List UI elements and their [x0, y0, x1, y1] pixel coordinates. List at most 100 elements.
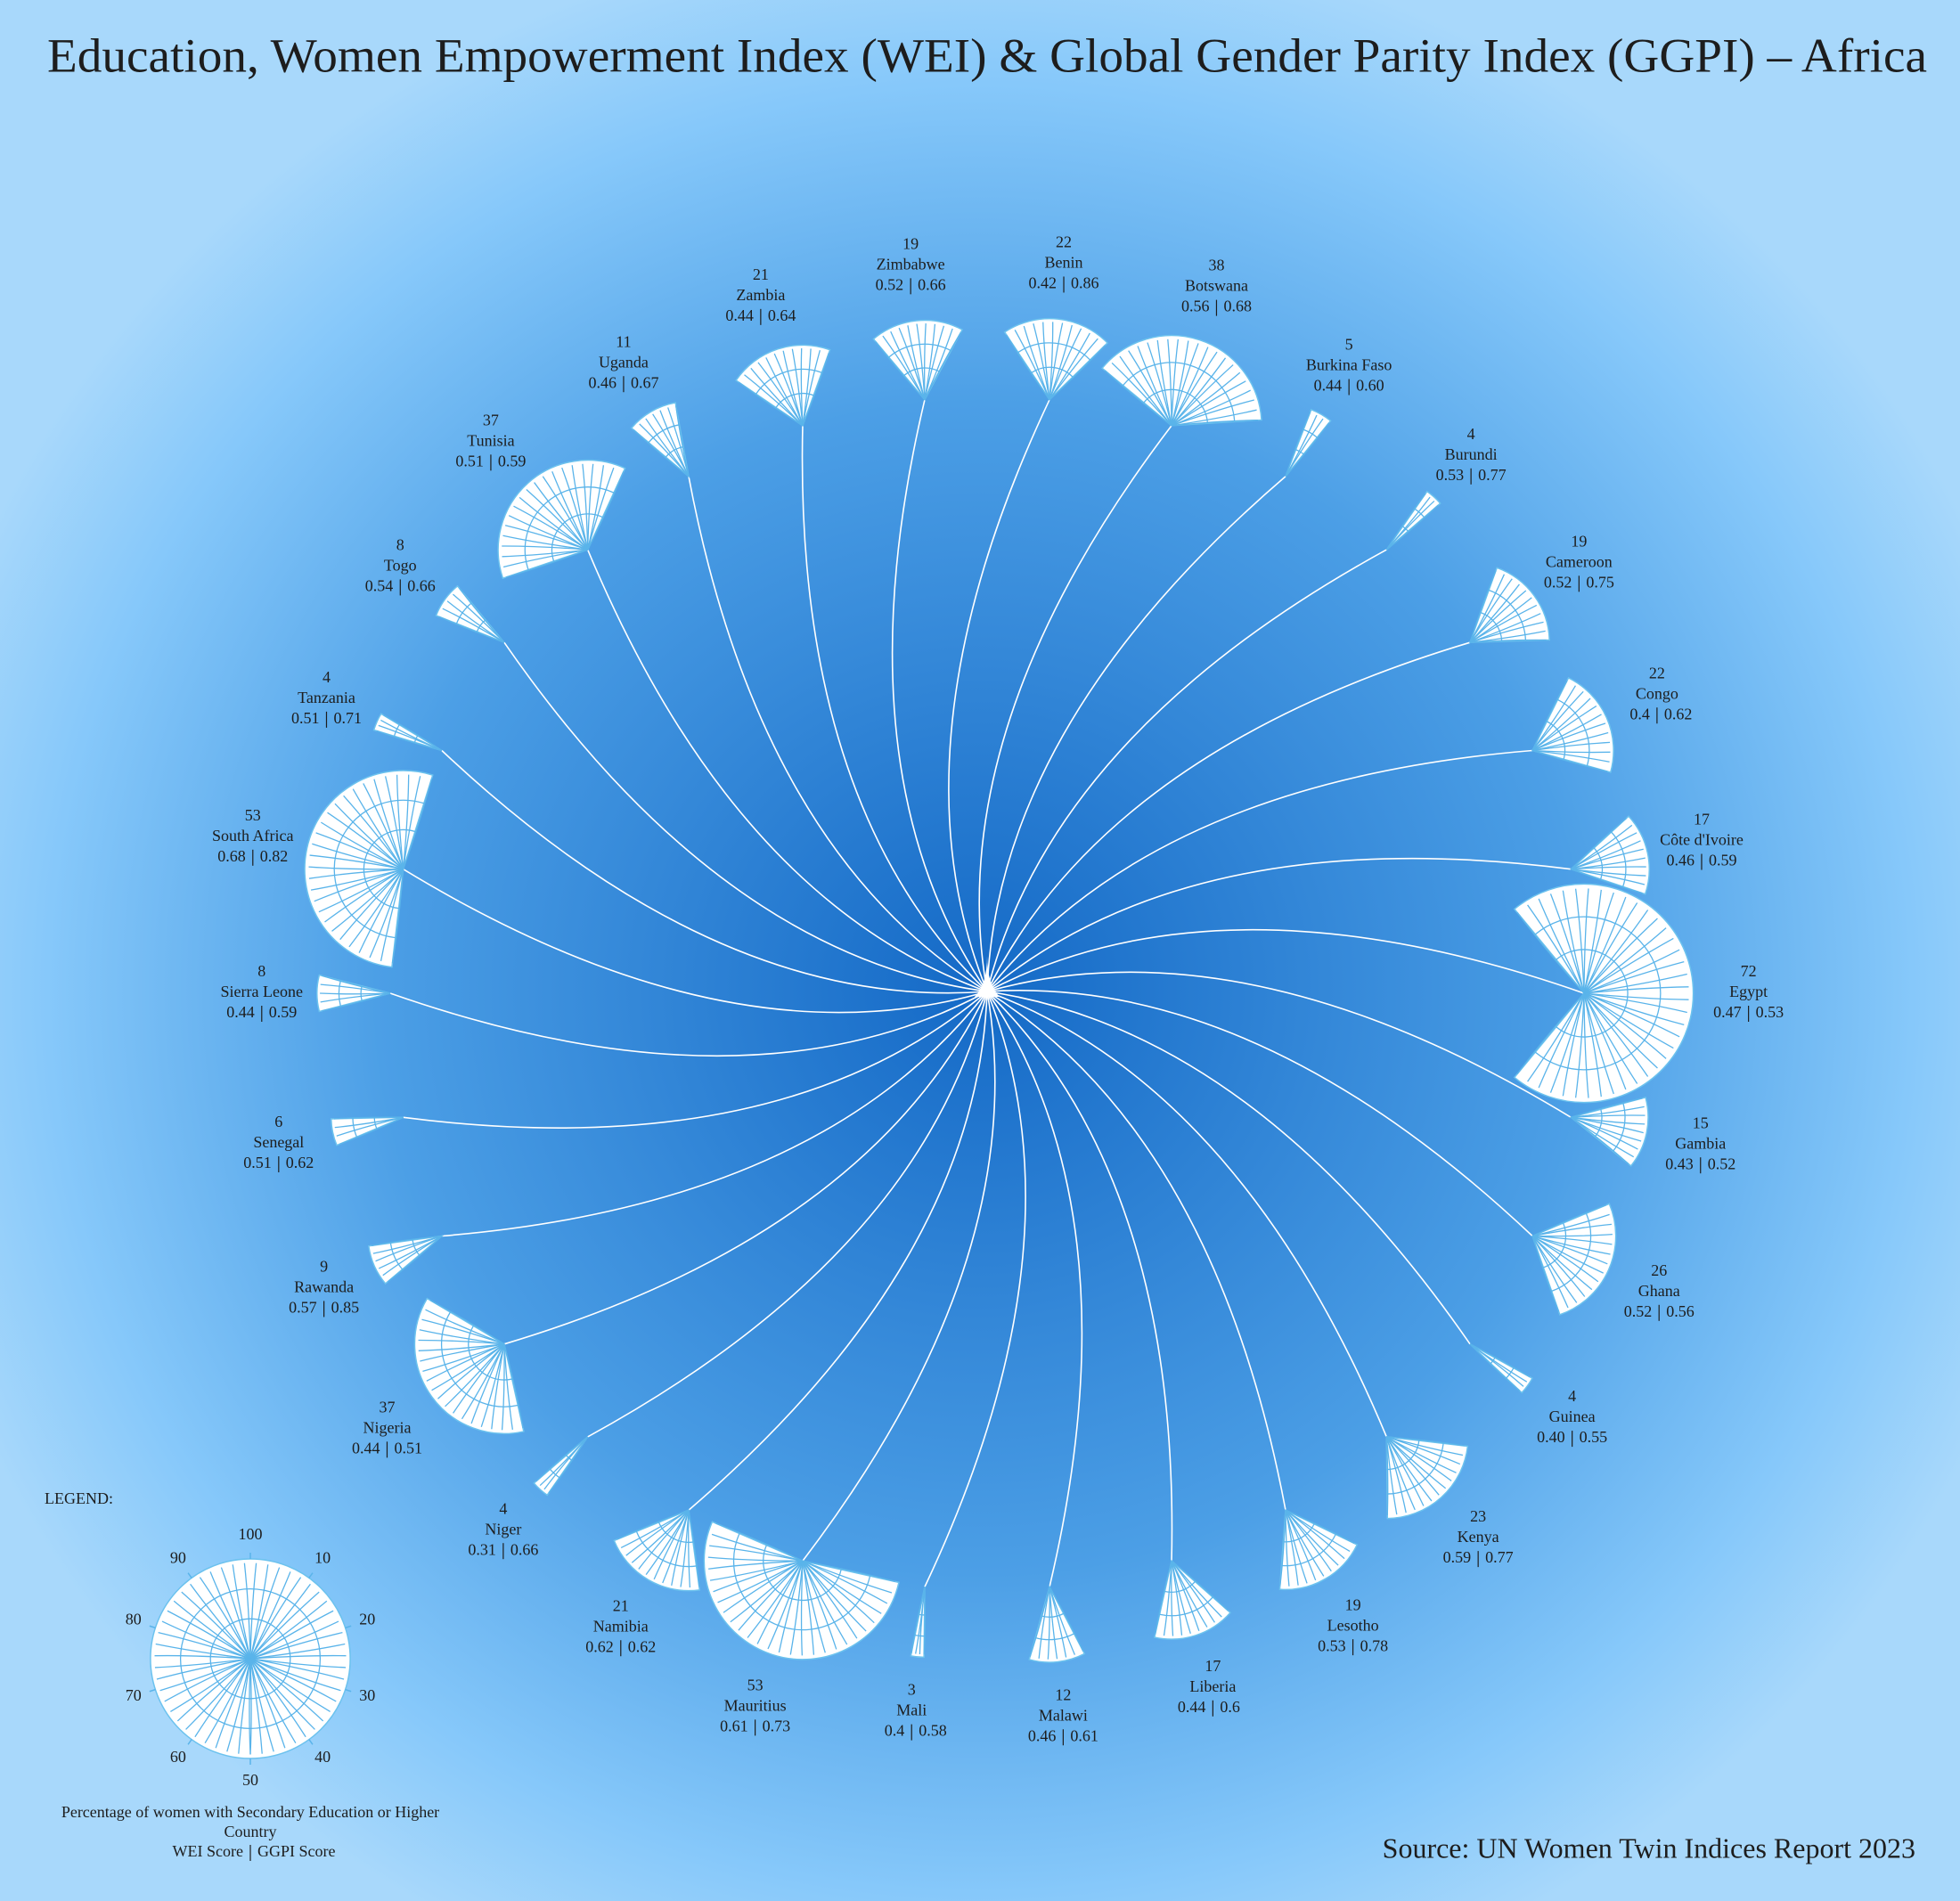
- fan-texture: [159, 1658, 251, 1692]
- value-label: 53: [747, 1677, 764, 1694]
- ggpi-label: 0.55: [1580, 1428, 1608, 1446]
- fan-texture: [383, 714, 443, 752]
- fan-texture: [1583, 960, 1685, 994]
- fan-texture: [802, 1560, 888, 1604]
- fan-texture: [802, 1560, 867, 1632]
- fan-texture: [1527, 904, 1585, 994]
- fan-texture: [675, 405, 690, 477]
- legend-tick-label: 30: [359, 1686, 375, 1704]
- legend-tick: [149, 1688, 156, 1693]
- fan-group: [1028, 1585, 1086, 1663]
- source: Source: UN Women Twin Indices Report 202…: [1383, 1832, 1915, 1864]
- stem: [986, 991, 1471, 1345]
- fan-texture: [1571, 832, 1637, 870]
- country-label: Tanzania: [298, 689, 355, 706]
- stem: [403, 869, 988, 1014]
- fan-texture: [802, 1560, 882, 1614]
- stem: [986, 928, 1585, 994]
- ggpi-label: 0.62: [628, 1637, 657, 1655]
- fan-texture: [480, 1343, 505, 1428]
- fan-texture: [308, 866, 404, 870]
- ggpi-label: 0.71: [333, 709, 362, 727]
- fan-texture: [800, 1561, 804, 1656]
- center-tuft: [975, 956, 1000, 997]
- fan-texture: [1583, 918, 1658, 994]
- fan-texture: [1171, 364, 1234, 427]
- value-label: 21: [753, 265, 769, 283]
- fan-texture: [249, 1654, 347, 1660]
- country-label: Burkina Faso: [1306, 356, 1392, 374]
- fan-texture: [919, 1613, 925, 1616]
- legend-tick-label: 90: [170, 1548, 186, 1566]
- fan-texture: [1049, 1587, 1084, 1652]
- fan-texture: [468, 1326, 512, 1381]
- fan-texture: [1583, 992, 1687, 1014]
- wei-label: 0.51: [243, 1154, 272, 1171]
- country-label: Mauritius: [724, 1697, 787, 1715]
- fan-texture: [1583, 992, 1638, 1084]
- ggpi-label: 0.59: [1709, 852, 1737, 869]
- stem: [986, 971, 1572, 1118]
- fan-texture: [324, 869, 404, 923]
- fan-texture: [1285, 418, 1324, 477]
- fan-texture: [1583, 992, 1658, 1069]
- fan: [1531, 676, 1614, 773]
- fan-texture: [164, 1658, 251, 1702]
- stem: [441, 991, 988, 1237]
- fan-texture: [1583, 992, 1589, 1098]
- fan-texture: [1285, 422, 1330, 477]
- stem: [986, 749, 1533, 992]
- fan-texture: [393, 724, 400, 737]
- legend-tick-label: 40: [314, 1748, 331, 1766]
- value-label: 6: [274, 1113, 282, 1130]
- fan-texture: [1562, 992, 1585, 1097]
- fan-texture: [249, 1600, 328, 1660]
- fan-texture: [502, 549, 588, 558]
- country-label: Tunisia: [467, 431, 514, 449]
- ggpi-label: 0.86: [1071, 274, 1099, 292]
- stem: [389, 991, 988, 1057]
- fan-texture: [373, 1117, 378, 1130]
- fan-texture: [534, 482, 589, 551]
- ggpi-label: 0.59: [269, 1003, 298, 1021]
- fan-texture: [1531, 706, 1597, 752]
- fan-texture: [1531, 741, 1611, 752]
- fan-texture: [1583, 896, 1627, 994]
- fan-texture: [310, 869, 404, 891]
- fan-texture: [249, 1658, 331, 1712]
- fan-texture: [1546, 721, 1566, 760]
- fan-texture: [226, 1658, 251, 1752]
- fan-texture: [249, 1658, 315, 1730]
- fan-texture: [209, 1571, 251, 1660]
- fan-texture: [738, 1560, 804, 1631]
- fan-texture: [402, 774, 410, 869]
- fan-texture: [249, 1658, 297, 1744]
- stem: [891, 399, 988, 992]
- country-label: Nigeria: [363, 1418, 411, 1436]
- fan-texture: [755, 368, 822, 395]
- fan-texture: [1042, 322, 1050, 400]
- country-label: Uganda: [599, 353, 649, 371]
- fan-texture: [1531, 1235, 1608, 1265]
- fan-texture: [249, 1571, 291, 1660]
- fan-texture: [238, 1658, 251, 1754]
- fan-texture: [249, 1658, 306, 1738]
- fan-texture: [1285, 1509, 1355, 1545]
- fan-texture: [199, 1577, 251, 1660]
- fan-texture: [446, 600, 505, 643]
- fan-texture: [802, 352, 829, 427]
- fan-texture: [709, 1560, 804, 1581]
- legend-tick-label: 50: [242, 1771, 258, 1789]
- fan-texture: [635, 1530, 697, 1568]
- fan-texture: [1583, 888, 1589, 994]
- fan-group: [872, 319, 964, 401]
- country-label: Lesotho: [1327, 1616, 1379, 1634]
- value-label: 37: [483, 411, 499, 428]
- ggpi-label: 0.68: [1223, 298, 1252, 315]
- ggpi-label: 0.77: [1485, 1548, 1514, 1566]
- fan-group: [150, 1558, 351, 1759]
- fan-texture: [1551, 1212, 1592, 1292]
- country-label: Côte d'Ivoire: [1660, 831, 1744, 849]
- fan-texture: [1531, 690, 1584, 751]
